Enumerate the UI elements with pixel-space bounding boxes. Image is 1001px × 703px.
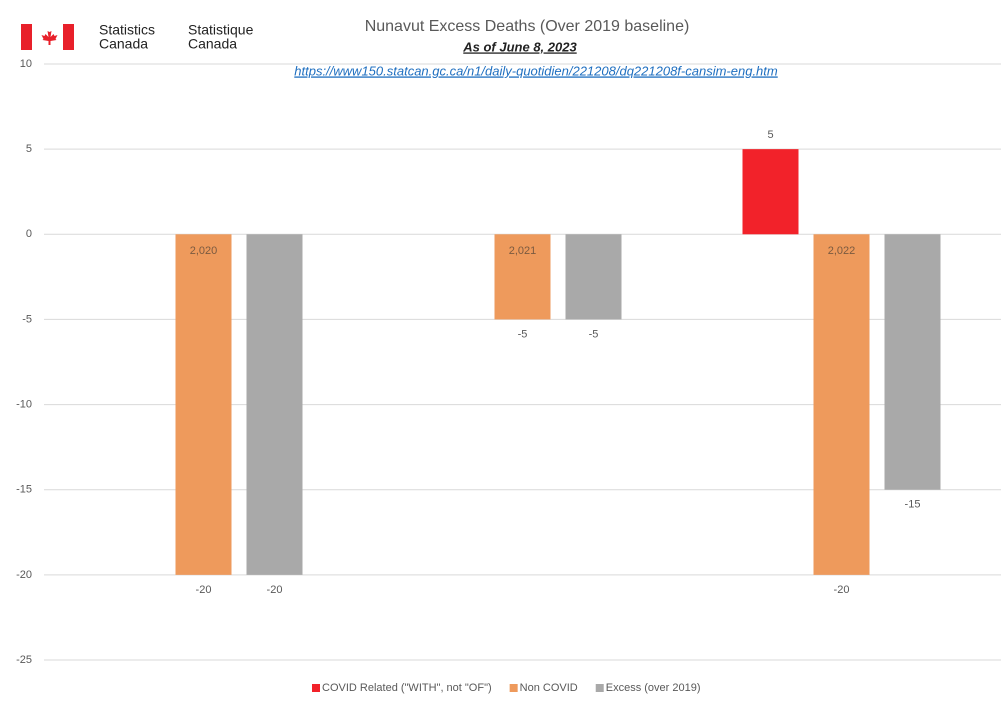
legend-label: COVID Related ("WITH", not "OF") [322, 682, 492, 694]
data-label: -15 [905, 499, 921, 511]
data-label: -20 [834, 584, 850, 596]
legend-swatch [595, 684, 604, 692]
category-label: 2,021 [509, 245, 537, 257]
bar [884, 234, 941, 490]
data-label: 5 [767, 129, 773, 141]
logo-text: Statistique [188, 22, 254, 38]
bar [246, 234, 303, 575]
chart-subtitle: As of June 8, 2023 [462, 39, 577, 54]
y-tick-label: -5 [22, 313, 32, 325]
y-tick-label: 5 [26, 143, 32, 155]
logo-text: Canada [99, 36, 148, 52]
y-tick-label: -15 [16, 484, 32, 496]
bar [813, 234, 870, 575]
y-tick-label: -10 [16, 398, 32, 410]
maple-leaf [41, 28, 58, 45]
y-tick-label: -20 [16, 569, 32, 581]
logo-text: Statistics [99, 22, 155, 38]
data-label: -5 [589, 328, 599, 340]
legend-swatch [509, 684, 518, 692]
chart-title: Nunavut Excess Deaths (Over 2019 baselin… [365, 18, 690, 35]
data-label: -20 [267, 584, 283, 596]
legend-label: Excess (over 2019) [606, 682, 701, 694]
bar [175, 234, 232, 575]
category-label: 2,022 [828, 245, 856, 257]
bar [494, 234, 551, 320]
logo: Statistics Canada Statistique Canada [21, 22, 254, 52]
data-label: -5 [518, 328, 528, 340]
logo-text: Canada [188, 36, 237, 52]
flag-band [21, 24, 32, 50]
y-tick-label: 10 [20, 58, 32, 70]
bar [742, 149, 799, 235]
y-tick-label: -25 [16, 654, 32, 666]
source-link[interactable]: https://www150.statcan.gc.ca/n1/daily-qu… [294, 63, 778, 78]
flag-band [63, 24, 74, 50]
category-label: 2,020 [190, 245, 218, 257]
y-tick-label: 0 [26, 228, 32, 240]
legend-label: Non COVID [520, 682, 578, 694]
data-label: -20 [196, 584, 212, 596]
bar [565, 234, 622, 320]
legend-swatch [312, 684, 320, 692]
